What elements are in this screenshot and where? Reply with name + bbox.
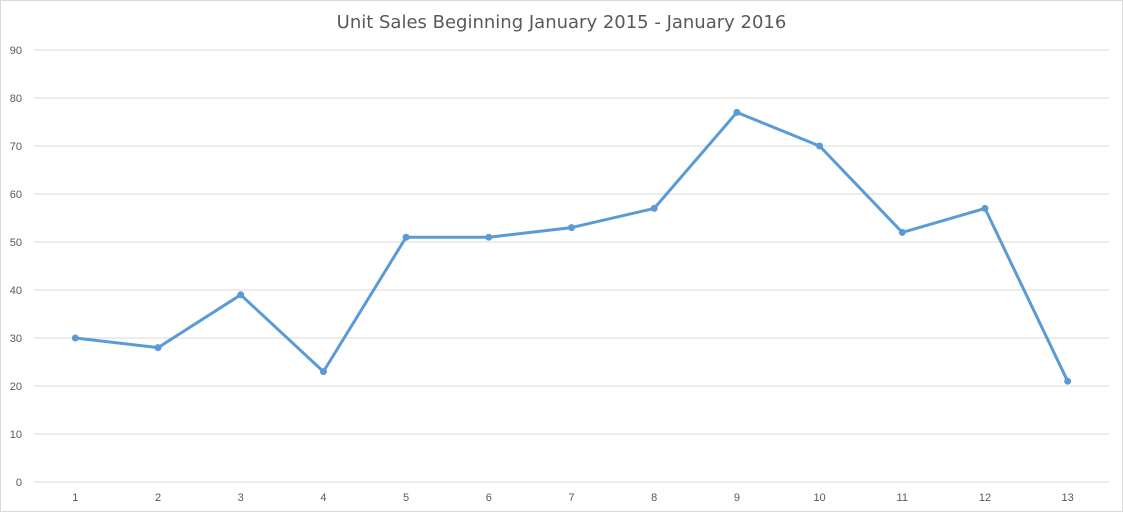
y-tick-label-90: 90 xyxy=(10,45,22,57)
data-point-12 xyxy=(981,204,989,212)
x-tick-label-8: 8 xyxy=(651,492,657,504)
y-tick-label-20: 20 xyxy=(10,381,22,393)
x-tick-label-11: 11 xyxy=(897,492,908,504)
series-layer xyxy=(71,108,1072,385)
y-tick-label-80: 80 xyxy=(10,93,22,105)
y-axis-tick-labels: 0 10 20 30 40 50 60 70 80 90 xyxy=(10,45,22,489)
y-tick-label-70: 70 xyxy=(10,141,22,153)
y-tick-label-60: 60 xyxy=(10,189,22,201)
x-tick-label-12: 12 xyxy=(979,492,991,504)
y-tick-label-0: 0 xyxy=(16,477,22,489)
y-tick-label-30: 30 xyxy=(10,333,22,345)
x-tick-label-1: 1 xyxy=(72,492,78,504)
x-tick-label-6: 6 xyxy=(486,492,492,504)
y-tick-label-40: 40 xyxy=(10,285,22,297)
data-point-6 xyxy=(485,233,493,241)
x-tick-label-13: 13 xyxy=(1062,492,1074,504)
data-point-1 xyxy=(71,334,79,342)
data-point-8 xyxy=(650,204,658,212)
x-tick-label-3: 3 xyxy=(238,492,244,504)
data-point-3 xyxy=(237,291,245,299)
gridlines xyxy=(34,49,1109,483)
x-tick-label-10: 10 xyxy=(813,492,825,504)
data-point-2 xyxy=(154,344,162,352)
x-tick-label-2: 2 xyxy=(155,492,161,504)
x-tick-label-4: 4 xyxy=(320,492,326,504)
y-tick-label-50: 50 xyxy=(10,237,22,249)
x-tick-label-9: 9 xyxy=(734,492,740,504)
data-point-5 xyxy=(402,233,410,241)
series-line xyxy=(73,110,1070,383)
data-point-11 xyxy=(898,228,906,236)
y-tick-label-10: 10 xyxy=(10,429,22,441)
chart-title: Unit Sales Beginning January 2015 - Janu… xyxy=(336,12,787,33)
data-point-13 xyxy=(1064,377,1072,385)
data-point-7 xyxy=(568,224,575,232)
data-point-4 xyxy=(319,368,327,376)
data-point-9 xyxy=(733,108,741,116)
x-axis-tick-labels: 1 2 3 4 5 6 7 8 9 10 11 12 13 xyxy=(72,492,1073,504)
x-tick-label-5: 5 xyxy=(403,492,409,504)
x-tick-label-7: 7 xyxy=(568,492,574,504)
data-point-10 xyxy=(816,142,824,150)
